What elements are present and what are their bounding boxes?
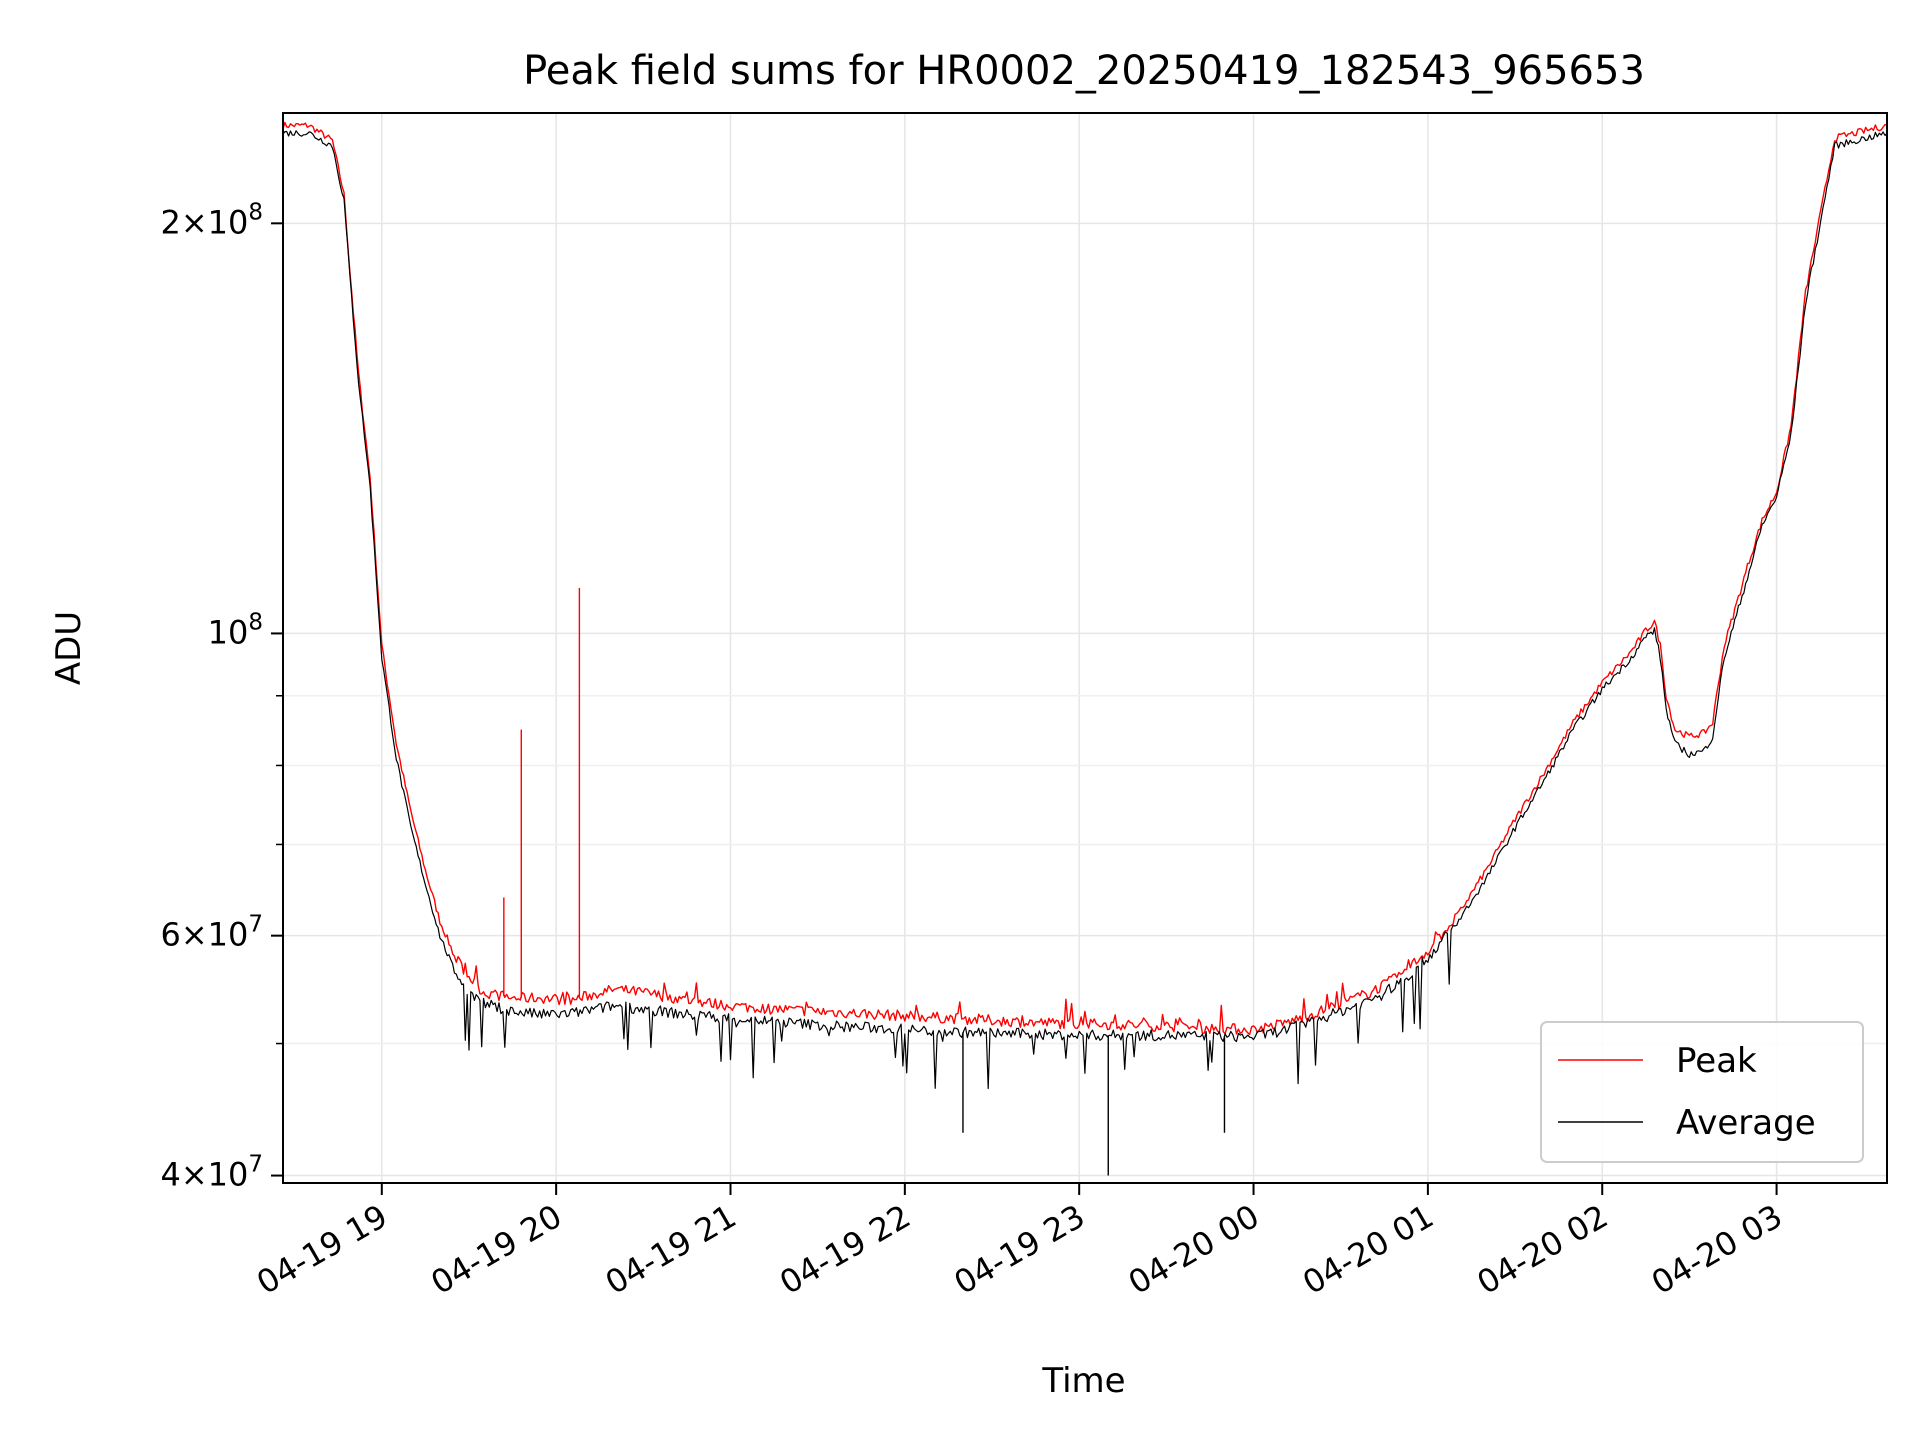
plot-frame	[282, 112, 1888, 1184]
legend-label-average: Average	[1676, 1103, 1816, 1143]
plot-lines	[282, 121, 1888, 1176]
legend-box	[1540, 1021, 1864, 1163]
y-tick-label: 4×107	[160, 1152, 263, 1194]
x-axis-label: Time	[1041, 1361, 1125, 1401]
y-tick-label: 2×108	[160, 199, 263, 241]
chart-title: Peak field sums for HR0002_20250419_1825…	[523, 48, 1645, 94]
y-tick-label: 108	[208, 609, 263, 651]
series-line-average	[282, 130, 1888, 1090]
y-tick-label: 6×107	[160, 912, 263, 954]
y-axis: 4×107 6×107 108 2×108	[160, 199, 283, 1194]
legend-label-peak: Peak	[1676, 1041, 1757, 1081]
y-axis-label: ADU	[49, 611, 89, 685]
series-line-peak	[282, 121, 1888, 1036]
legend: Peak Average	[1540, 1021, 1864, 1163]
